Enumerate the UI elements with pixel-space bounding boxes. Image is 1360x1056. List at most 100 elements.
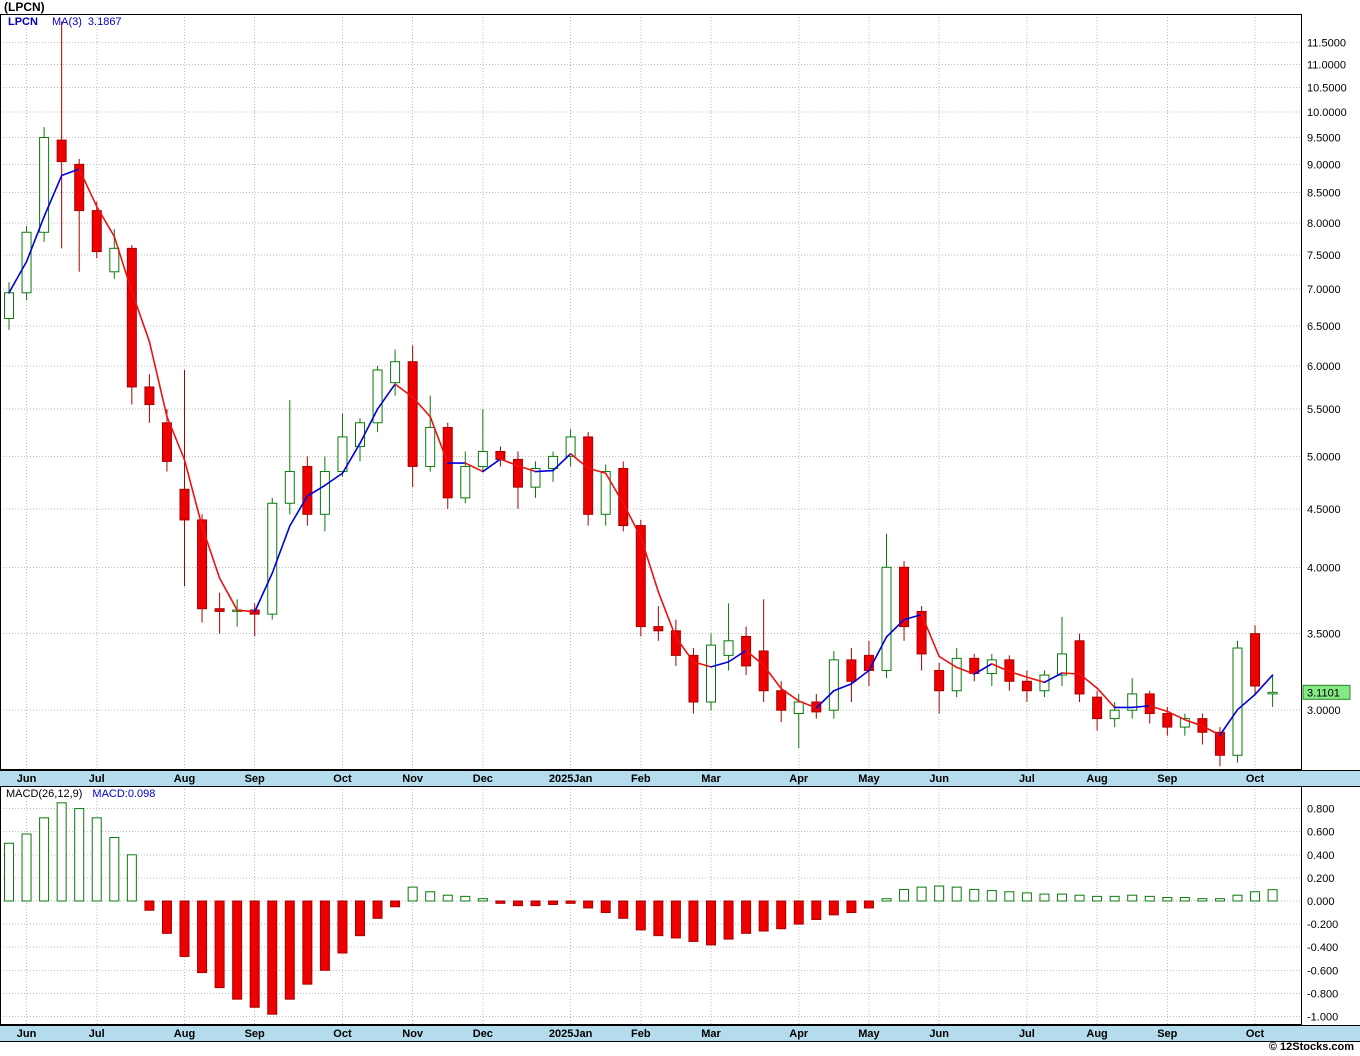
candle-body [986, 659, 997, 675]
month-label: Mar [701, 1028, 721, 1040]
panel-borders [0, 14, 1360, 1042]
ma-segment [148, 340, 168, 418]
month-label: Sep [1157, 773, 1177, 785]
month-label: Aug [1086, 773, 1107, 785]
month-label: May [858, 1028, 880, 1040]
ma-segment [1254, 674, 1274, 696]
price-tick-label: 11.0000 [1307, 60, 1346, 72]
ma-segment [394, 383, 414, 398]
ma-segment [253, 572, 274, 613]
ma-segment [727, 649, 747, 663]
macd-bar [1197, 898, 1208, 902]
price-tick-label: 7.5000 [1307, 250, 1341, 262]
candle-body [548, 455, 559, 469]
price-tick-label: 10.0000 [1307, 107, 1347, 119]
macd-bar [1004, 891, 1015, 902]
macd-bar [267, 900, 278, 1015]
candle-body [1144, 693, 1155, 715]
candle-body [706, 644, 716, 703]
macd-bar [1144, 895, 1155, 902]
ma-segment [692, 661, 712, 668]
ma-segment [236, 609, 256, 613]
ma-segment [604, 472, 625, 505]
month-label: May [858, 773, 880, 785]
month-label: Apr [789, 1028, 809, 1040]
ma-segment [43, 174, 63, 218]
ma-segment [1008, 670, 1028, 678]
macd-tick-label: 0.600 [1307, 827, 1335, 839]
month-label: Nov [402, 773, 424, 785]
ma-segment [885, 618, 905, 638]
month-label: Aug [174, 1028, 195, 1040]
candle-body [372, 369, 383, 424]
price-tick-label: 3.0000 [1307, 705, 1341, 717]
ma-segment [622, 502, 642, 538]
candle-body [723, 640, 734, 656]
macd-bar [565, 900, 576, 904]
month-label: Nov [402, 1028, 424, 1040]
month-strip-top [0, 770, 1360, 786]
ma-segment [60, 168, 80, 177]
month-label: Sep [245, 773, 265, 785]
macd-bar [319, 900, 330, 971]
macd-bar [758, 900, 769, 932]
ma-segment [1026, 676, 1046, 684]
macd-bar [1179, 897, 1190, 902]
macd-bar [969, 888, 980, 902]
ma-value: 3.1867 [87, 16, 122, 28]
candle-body [1004, 659, 1015, 682]
macd-histogram [4, 802, 1278, 1015]
ma-segment [762, 664, 783, 690]
month-label: Dec [473, 1028, 493, 1040]
ma-segment [499, 458, 519, 467]
month-label: Sep [245, 1028, 265, 1040]
macd-bar [1021, 892, 1032, 902]
ma-segment [1078, 673, 1098, 689]
price-tick-label: 6.5000 [1307, 321, 1341, 333]
ma-segment [1043, 672, 1063, 684]
candle-body [1092, 696, 1103, 720]
macd-bar [688, 900, 699, 942]
month-label: Oct [333, 1028, 352, 1040]
price-tick-label: 9.5000 [1307, 132, 1341, 144]
ma-segment [903, 613, 923, 621]
ma-segment [201, 525, 221, 579]
ma-segment [482, 458, 502, 473]
candle-body [319, 471, 330, 515]
macd-axis-labels: 0.800 0.600 0.400 0.200 0.000 -0.200 -0.400 -0.… [1307, 804, 1338, 1024]
macd-bar [39, 817, 50, 902]
candle-body [934, 669, 945, 692]
macd-bar [390, 900, 401, 908]
macd-bar [1039, 893, 1050, 902]
candle-body [179, 488, 190, 521]
price-tick-label: 6.0000 [1307, 361, 1341, 373]
month-label: Jul [1019, 1028, 1035, 1040]
macd-bar [425, 891, 436, 902]
candle-body [1021, 680, 1032, 692]
candle-body [284, 471, 295, 504]
candle-body [407, 361, 418, 467]
copyright-link[interactable]: © 12Stocks.com [1268, 1041, 1354, 1053]
price-tick-label: 4.5000 [1307, 504, 1341, 516]
macd-bar [706, 900, 716, 946]
ma-segment [710, 661, 730, 668]
candle-body [425, 426, 436, 467]
month-label: Aug [174, 773, 195, 785]
macd-bar [442, 894, 453, 902]
candle-body [39, 136, 50, 233]
last-price-tag: 3.1101 [1302, 684, 1351, 700]
macd-bar [530, 900, 541, 907]
candle-body [583, 436, 594, 515]
macd-bar [916, 886, 927, 902]
month-label: Mar [701, 773, 721, 785]
candle-body [91, 210, 102, 253]
macd-bar [407, 886, 418, 902]
price-tick-label: 7.0000 [1307, 284, 1341, 296]
month-label: Jul [89, 773, 105, 785]
candle-body [635, 525, 646, 628]
macd-bar [144, 900, 155, 911]
candle-body [109, 247, 120, 273]
month-label: Apr [789, 773, 809, 785]
ma-segment [429, 415, 449, 464]
macd-bar [302, 900, 313, 985]
